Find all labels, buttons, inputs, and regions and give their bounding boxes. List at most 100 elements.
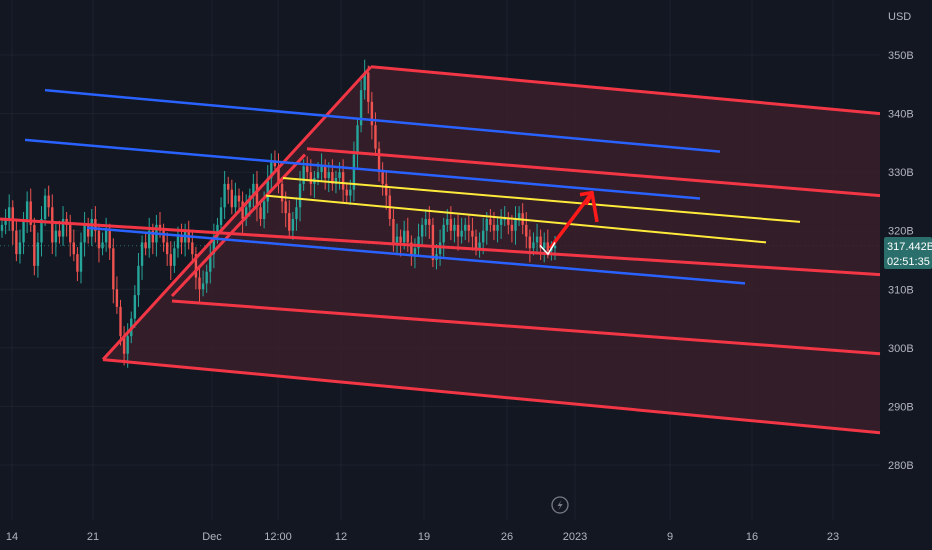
channel-line-line-2[interactable] [171, 299, 881, 356]
candle-body [219, 207, 223, 225]
candle-body [481, 230, 485, 243]
channel-line-upper-edge[interactable] [370, 65, 881, 116]
candle-body [115, 289, 119, 307]
candle-body [503, 219, 506, 220]
candle-body [406, 230, 409, 243]
candle-body [431, 224, 435, 260]
candle-body [7, 207, 11, 219]
candle-body [151, 230, 155, 243]
channel-line-line-3[interactable] [0, 217, 881, 277]
x-tick-label: 12 [335, 531, 347, 543]
candle-body [244, 207, 248, 219]
channel-diagonal-inner[interactable] [170, 153, 307, 298]
candle-body [227, 183, 230, 190]
candle-body [112, 248, 115, 290]
candle-body [201, 283, 205, 290]
candle-body [40, 219, 43, 243]
candle-body [309, 172, 313, 184]
blue-trend-line[interactable] [24, 138, 701, 200]
candle-body [288, 213, 291, 231]
candle-body [514, 219, 517, 231]
candle-body [428, 219, 431, 225]
candle-body [248, 195, 251, 208]
candle-body [460, 230, 463, 237]
y-tick-label: 300B [888, 343, 914, 355]
candle-body [0, 224, 4, 231]
last-price-value: 317.442B [887, 241, 932, 253]
candle-body [133, 295, 137, 319]
candle-body [499, 219, 503, 225]
blue-trend-line[interactable] [86, 226, 746, 285]
candle-body [352, 154, 356, 190]
candle-body [262, 201, 266, 219]
candle-body [543, 242, 546, 249]
channel-line-line-4[interactable] [306, 147, 881, 198]
candle-body [359, 90, 363, 126]
lightning-icon[interactable] [551, 496, 569, 514]
candle-body [54, 230, 58, 243]
y-tick-label: 340B [888, 109, 914, 121]
y-tick-label: 330B [888, 167, 914, 179]
candle-body [546, 242, 550, 252]
y-tick-label: 290B [888, 401, 914, 413]
candle-body [22, 219, 25, 243]
candle-body [108, 230, 111, 249]
candle-body [453, 224, 456, 231]
last-price-label: 317.442B 02:51:35 [884, 237, 932, 269]
yellow-trend-line[interactable] [282, 177, 801, 223]
candle-body [284, 201, 287, 214]
candle-body [345, 189, 348, 196]
arrow[interactable] [539, 190, 599, 256]
last-price-countdown: 02:51:35 [887, 256, 930, 268]
candle-body [241, 201, 244, 219]
candle-body [517, 213, 521, 219]
candle-body [223, 183, 226, 208]
candle-body [237, 195, 241, 202]
candle-body [58, 230, 61, 237]
candle-body [489, 219, 492, 225]
price-axis[interactable]: USD 350B 340B 330B 320B 310B 300B 290B 280B [888, 11, 914, 472]
candle-body [553, 245, 557, 249]
candle-body [266, 178, 269, 202]
candle-body [302, 166, 305, 184]
candle-body [15, 230, 18, 255]
candle-body [252, 183, 255, 196]
candle-body [363, 72, 366, 91]
candle-body [471, 230, 474, 237]
candle-body [449, 219, 453, 231]
y-tick-label: 320B [888, 226, 914, 238]
candle-body [209, 254, 212, 272]
candle-body [43, 195, 47, 219]
y-tick-label: 310B [888, 284, 914, 296]
time-axis[interactable]: 14 21 Dec 12:00 12 19 26 2023 9 16 23 [6, 531, 839, 543]
x-tick-label: 23 [827, 531, 839, 543]
candle-body [273, 160, 277, 167]
blue-trend-line[interactable] [44, 88, 721, 153]
candle-body [446, 219, 449, 225]
candle-body [205, 271, 208, 284]
candle-body [126, 336, 129, 354]
channel-line-lower-edge[interactable] [102, 358, 881, 435]
x-tick-label: 26 [501, 531, 513, 543]
candle-body [140, 242, 144, 266]
candle-body [485, 219, 488, 231]
candle-body [191, 242, 194, 255]
candle-body [162, 230, 165, 243]
candle-body [169, 254, 172, 266]
x-tick-label: 14 [6, 531, 18, 543]
yellow-trend-line[interactable] [265, 194, 767, 244]
trend-lines[interactable] [0, 65, 881, 435]
candle-body [395, 236, 399, 243]
candle-body [316, 172, 320, 178]
candle-body [413, 248, 417, 255]
candle-body [532, 242, 535, 249]
candle-body [76, 254, 79, 272]
candle-body [194, 254, 198, 278]
candle-body [392, 219, 395, 243]
candle-body [535, 236, 539, 243]
candle-body [51, 207, 54, 243]
candle-body [86, 224, 90, 237]
candle-body [277, 166, 280, 184]
candle-body [381, 172, 384, 184]
